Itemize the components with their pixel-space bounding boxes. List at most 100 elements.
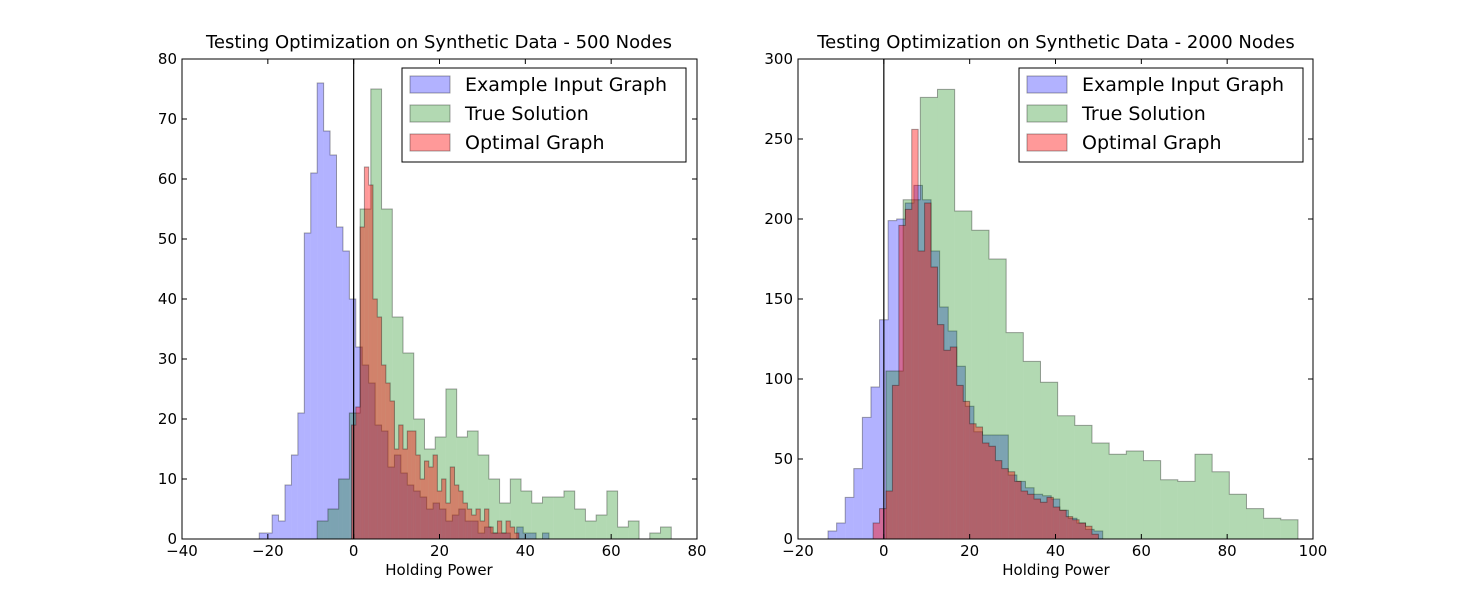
histogram-bar (323, 131, 331, 539)
histogram-bar (377, 317, 382, 539)
histogram-bar (368, 383, 376, 539)
histogram-bar (1126, 451, 1144, 539)
histogram-bar (478, 533, 485, 539)
histogram-outline (351, 166, 520, 539)
histogram-bar (969, 423, 977, 539)
histogram-bar (465, 521, 472, 539)
histogram-bar (478, 455, 489, 539)
histogram-bar (1057, 415, 1075, 539)
histogram-bar (385, 383, 391, 539)
histogram-bar (355, 347, 363, 539)
histogram-bar (1194, 454, 1213, 539)
x-tick-label: 20 (430, 542, 449, 560)
chart-500-nodes: Testing Optimization on Synthetic Data -… (158, 32, 707, 579)
histogram-bar (885, 491, 893, 539)
y-tick-label: 0 (167, 530, 177, 548)
histogram-bar (458, 491, 464, 539)
histogram-bar (523, 533, 530, 539)
histogram-bar (362, 365, 369, 539)
y-tick-label: 50 (158, 230, 177, 248)
histogram-bar (493, 533, 498, 539)
x-tick-label: 100 (1299, 542, 1328, 560)
histogram-bar (458, 509, 466, 539)
histogram-bar (956, 385, 964, 539)
histogram-bar (484, 527, 491, 539)
histogram-bar (360, 227, 365, 539)
y-tick-label: 0 (783, 530, 793, 548)
histogram-bar (435, 437, 446, 539)
histogram-bar (1246, 508, 1264, 539)
histogram-bar (488, 479, 500, 539)
histogram-bar (364, 167, 369, 539)
y-tick-label: 300 (764, 50, 793, 68)
histogram-bar (905, 203, 914, 539)
histogram-bar (411, 431, 416, 539)
histogram-bar (905, 209, 912, 539)
histogram-bar (976, 427, 983, 539)
histogram-bar (924, 203, 932, 539)
histogram-bar (1091, 443, 1110, 539)
histogram-bar (304, 233, 311, 539)
histogram-bar (1034, 494, 1043, 539)
x-tick-label: 20 (960, 542, 979, 560)
histogram-bar (553, 497, 564, 539)
y-tick-label: 50 (774, 450, 793, 468)
histogram-bar (370, 89, 382, 539)
histogram-bar (445, 521, 453, 539)
histogram-bar (349, 299, 356, 539)
legend-label: Optimal Graph (1082, 132, 1222, 154)
histogram-bar (628, 521, 640, 539)
histogram-bar (1094, 531, 1103, 539)
histogram-bar (420, 497, 427, 539)
histogram-bar (456, 437, 468, 539)
histogram-bar (1212, 471, 1230, 539)
histogram-bar (563, 491, 575, 539)
x-tick-label: 40 (1046, 542, 1065, 560)
histogram-bar (484, 509, 489, 539)
histogram-bar (1001, 468, 1009, 539)
histogram-bar (480, 521, 485, 539)
histogram-bar (499, 503, 511, 539)
histogram-bar (381, 431, 388, 539)
histogram-bar (394, 449, 399, 539)
y-tick-label: 100 (764, 370, 793, 388)
histogram-bar (424, 449, 436, 539)
histogram-bar (1085, 529, 1095, 539)
histogram-bar (1160, 479, 1178, 539)
histogram-bar (330, 155, 337, 539)
histogram-bar (937, 89, 955, 540)
histogram-bar (649, 533, 661, 539)
histogram-bar (521, 491, 532, 539)
histogram-bar (506, 521, 511, 539)
y-tick-label: 70 (158, 110, 177, 128)
histogram-bar (516, 527, 524, 539)
histogram-bar (394, 455, 401, 539)
histogram-bar (1143, 460, 1161, 539)
histogram-bar (1076, 523, 1086, 539)
histogram-bar (937, 324, 944, 539)
histogram-bar (1074, 425, 1092, 539)
histogram-bar (441, 479, 446, 539)
histogram-bar (542, 497, 554, 539)
histogram-bar (836, 523, 846, 539)
histogram-bar (943, 350, 951, 539)
y-tick-label: 30 (158, 350, 177, 368)
histogram-bar (1046, 497, 1054, 539)
histogram-bar (1109, 454, 1127, 539)
histogram-bar (888, 220, 897, 539)
histogram-bar (965, 406, 974, 539)
chart-2000-nodes: Testing Optimization on Synthetic Data -… (764, 32, 1327, 579)
histogram-bar (278, 521, 285, 539)
histogram-bar (1085, 526, 1092, 539)
histogram-bar (428, 467, 434, 539)
histogram-bar (390, 401, 395, 539)
histogram-bar (1051, 499, 1060, 539)
histogram-bar (999, 435, 1009, 539)
histogram-bar (911, 129, 919, 539)
histogram-bar (885, 371, 904, 539)
histogram-bar (475, 509, 481, 539)
y-tick-label: 60 (158, 170, 177, 188)
histogram-outline (258, 82, 550, 540)
histogram-bar (349, 413, 361, 539)
histogram-bar (845, 497, 854, 539)
